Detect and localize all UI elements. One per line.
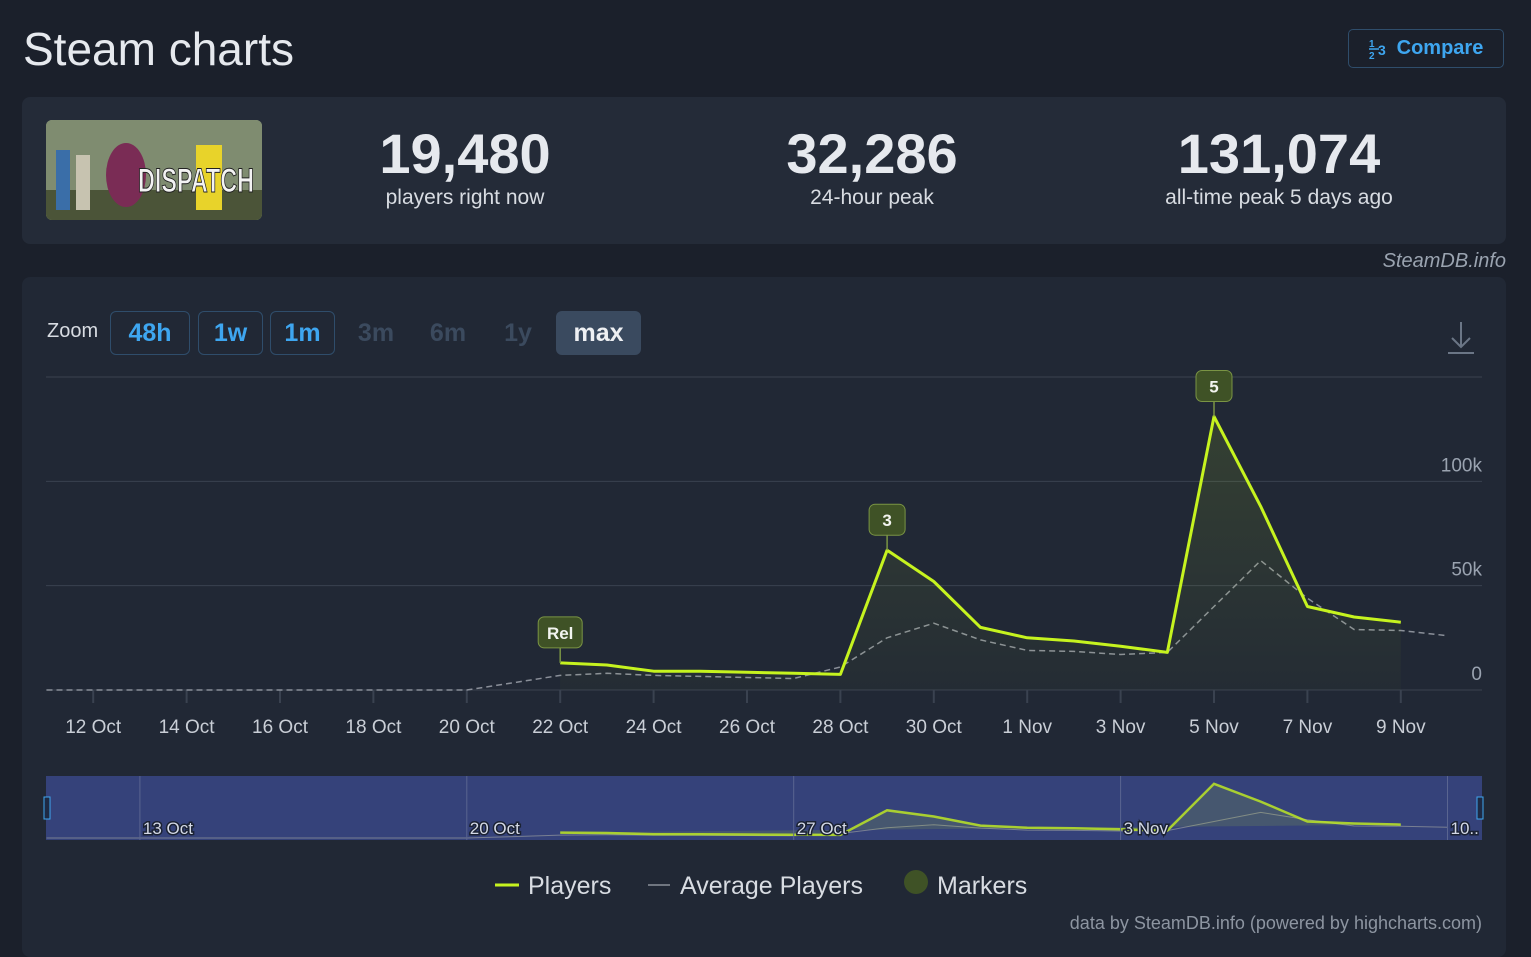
- zoom-button: 3m: [357, 318, 395, 347]
- x-tick-label: 7 Nov: [1283, 717, 1333, 738]
- stat: 32,286 24-hour peak: [672, 122, 1072, 210]
- game-image: DISPATCH: [46, 120, 262, 220]
- legend-swatch: [904, 870, 928, 894]
- players-area: [560, 416, 1401, 690]
- y-tick-label: 50k: [1451, 560, 1482, 581]
- x-tick-label: 16 Oct: [252, 717, 309, 738]
- navigator-handle[interactable]: [1476, 796, 1484, 820]
- zoom-button[interactable]: 48h: [110, 311, 190, 355]
- credits[interactable]: data by SteamDB.info (powered by highcha…: [1070, 913, 1482, 933]
- navigator-label: 13 Oct: [143, 819, 193, 838]
- x-tick-label: 9 Nov: [1376, 717, 1426, 738]
- game-art: DISPATCH: [46, 120, 262, 220]
- x-tick-label: 28 Oct: [812, 717, 869, 738]
- navigator-label: 10..: [1451, 819, 1479, 838]
- stat-value: 32,286: [786, 122, 958, 185]
- marker-label: 3: [882, 511, 891, 530]
- marker-box: [537, 616, 583, 649]
- legend-label: Players: [528, 872, 611, 900]
- zoom-button[interactable]: 1w: [198, 311, 263, 355]
- x-tick-label: 24 Oct: [626, 717, 683, 738]
- svg-text:3: 3: [1378, 42, 1386, 58]
- series-line: [560, 415, 1401, 676]
- navigator-label: 3 Nov: [1124, 819, 1169, 838]
- stat-label: players right now: [385, 186, 545, 209]
- y-tick-label: 0: [1471, 664, 1482, 685]
- stat: 19,480 players right now: [265, 122, 665, 210]
- marker-label: 5: [1209, 377, 1218, 396]
- x-tick-label: 1 Nov: [1002, 717, 1052, 738]
- navigator-bg: [46, 776, 1482, 840]
- svg-text:1: 1: [1369, 39, 1375, 50]
- x-tick-label: 20 Oct: [439, 717, 496, 738]
- stat: 131,074 all-time peak 5 days ago: [1079, 122, 1479, 210]
- navigator-line: [560, 782, 1401, 837]
- x-tick-label: 30 Oct: [906, 717, 963, 738]
- svg-text:2: 2: [1369, 51, 1375, 60]
- stat-value: 131,074: [1177, 122, 1381, 185]
- x-tick-label: 12 Oct: [65, 717, 122, 738]
- x-tick-label: 26 Oct: [719, 717, 776, 738]
- zoom-button: 1y: [504, 318, 532, 347]
- x-tick-label: 18 Oct: [345, 717, 402, 738]
- navigator-label: 27 Oct: [797, 819, 847, 838]
- x-tick-label: 3 Nov: [1096, 717, 1146, 738]
- marker-label: Rel: [547, 624, 573, 643]
- stat-value: 19,480: [379, 122, 551, 185]
- download-button[interactable]: [1448, 322, 1474, 354]
- x-tick-label: 22 Oct: [532, 717, 589, 738]
- marker-box: [1195, 369, 1233, 402]
- zoom-button[interactable]: 1m: [270, 311, 335, 355]
- source-link[interactable]: SteamDB.info: [1382, 250, 1506, 272]
- zoom-label: Zoom: [47, 320, 99, 342]
- compare-icon: 12 3: [1368, 39, 1386, 60]
- navigator-handle[interactable]: [43, 796, 51, 820]
- navigator-label: 20 Oct: [470, 819, 520, 838]
- zoom-button: 6m: [429, 318, 467, 347]
- zoom-button[interactable]: max: [556, 311, 641, 355]
- x-tick-label: 14 Oct: [159, 717, 216, 738]
- legend-label: Markers: [937, 872, 1027, 900]
- stat-label: all-time peak 5 days ago: [1165, 186, 1393, 209]
- y-tick-label: 100k: [1441, 455, 1483, 476]
- game-logo: DISPATCH: [138, 162, 254, 200]
- page-title: Steam charts: [23, 23, 294, 75]
- x-tick-label: 5 Nov: [1189, 717, 1239, 738]
- stats-panel: DISPATCH 19,480 players right now 32,286 2…: [22, 97, 1506, 244]
- stat-label: 24-hour peak: [810, 186, 934, 209]
- marker-box: [868, 503, 906, 536]
- compare-label: Compare: [1396, 37, 1484, 59]
- legend-label: Average Players: [680, 872, 863, 900]
